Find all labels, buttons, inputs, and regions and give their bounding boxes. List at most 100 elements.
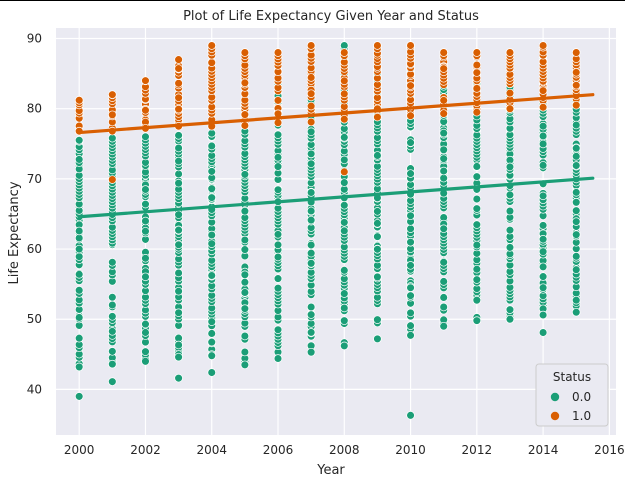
data-point-1.0 <box>141 106 150 115</box>
data-point-1.0 <box>306 101 316 111</box>
data-point-1.0 <box>472 48 482 57</box>
data-point-0.0 <box>174 178 183 188</box>
legend-marker-1 <box>550 411 560 421</box>
data-point-1.0 <box>439 109 448 118</box>
x-tick-label: 2016 <box>594 443 625 457</box>
data-point-1.0 <box>472 68 482 77</box>
data-point-0.0 <box>505 225 515 235</box>
data-point-0.0 <box>306 310 316 319</box>
data-point-0.0 <box>207 317 216 326</box>
data-point-1.0 <box>571 68 581 77</box>
data-point-0.0 <box>439 166 448 176</box>
top-border <box>0 0 625 1</box>
data-point-0.0 <box>406 237 415 247</box>
data-point-0.0 <box>373 219 382 228</box>
legend-marker-0 <box>550 392 560 402</box>
data-point-0.0 <box>141 272 150 282</box>
data-point-0.0 <box>207 337 216 347</box>
x-tick-label: 2012 <box>462 443 493 457</box>
data-point-0.0 <box>174 210 183 219</box>
x-tick-label: 2014 <box>528 443 559 457</box>
data-point-0.0 <box>74 226 84 236</box>
data-point-0.0 <box>207 351 216 360</box>
chart-title: Plot of Life Expectancy Given Year and S… <box>183 9 479 24</box>
data-point-1.0 <box>141 76 150 85</box>
data-point-1.0 <box>273 118 283 127</box>
data-point-0.0 <box>340 226 349 236</box>
data-point-0.0 <box>571 230 581 239</box>
data-point-0.0 <box>273 162 283 171</box>
data-point-0.0 <box>373 315 382 324</box>
data-point-0.0 <box>306 149 316 159</box>
x-tick-labels: 2000 2002 2004 2006 2008 2010 2012 2014 2016 <box>64 443 625 457</box>
data-point-1.0 <box>472 107 482 117</box>
data-point-0.0 <box>306 215 316 225</box>
x-tick-label: 2004 <box>196 443 227 457</box>
data-point-0.0 <box>439 277 448 286</box>
data-point-1.0 <box>406 41 415 50</box>
data-point-0.0 <box>406 291 415 300</box>
data-point-0.0 <box>108 133 117 143</box>
data-point-0.0 <box>174 240 183 249</box>
data-point-0.0 <box>472 194 482 204</box>
data-point-0.0 <box>240 331 250 341</box>
data-point-0.0 <box>74 136 84 145</box>
regression-line-0.0 <box>77 176 595 219</box>
data-point-0.0 <box>141 216 150 226</box>
data-point-1.0 <box>406 81 415 90</box>
data-point-1.0 <box>74 96 84 105</box>
data-point-0.0 <box>174 268 183 278</box>
regression-lines <box>77 93 595 219</box>
data-point-0.0 <box>571 252 581 261</box>
data-point-0.0 <box>472 316 482 325</box>
data-point-0.0 <box>472 275 482 284</box>
data-point-1.0 <box>306 89 316 98</box>
legend-label-0: 0.0 <box>572 390 591 404</box>
data-point-0.0 <box>141 254 150 263</box>
data-point-0.0 <box>108 327 117 336</box>
data-point-1.0 <box>240 78 250 88</box>
data-point-0.0 <box>439 173 448 183</box>
data-point-1.0 <box>240 48 250 57</box>
y-tick-labels: 40 50 60 70 80 90 <box>27 32 42 397</box>
data-point-0.0 <box>306 328 316 337</box>
data-point-0.0 <box>472 172 482 181</box>
data-point-0.0 <box>439 154 448 163</box>
data-point-1.0 <box>340 167 349 177</box>
data-point-0.0 <box>505 314 515 324</box>
data-point-0.0 <box>74 233 84 243</box>
data-point-1.0 <box>207 41 216 50</box>
plot-area <box>56 28 616 435</box>
data-point-1.0 <box>108 175 117 184</box>
data-point-0.0 <box>472 264 482 274</box>
data-point-0.0 <box>141 226 150 236</box>
series-0-points <box>74 41 581 420</box>
data-point-0.0 <box>406 283 415 292</box>
data-point-1.0 <box>306 73 316 82</box>
data-point-1.0 <box>240 121 250 130</box>
data-point-0.0 <box>74 252 84 261</box>
data-point-0.0 <box>472 295 482 305</box>
data-point-0.0 <box>141 319 150 329</box>
data-point-0.0 <box>538 272 548 281</box>
data-point-0.0 <box>240 304 250 313</box>
data-point-0.0 <box>538 310 548 320</box>
data-point-1.0 <box>273 96 283 105</box>
regression-line-1.0 <box>77 93 595 135</box>
data-point-1.0 <box>373 41 382 50</box>
data-point-1.0 <box>340 48 349 57</box>
data-point-0.0 <box>174 340 183 350</box>
x-tick-label: 2006 <box>263 443 294 457</box>
data-point-0.0 <box>74 392 84 401</box>
data-point-0.0 <box>141 328 150 337</box>
data-point-0.0 <box>472 204 482 213</box>
data-point-1.0 <box>472 60 482 70</box>
data-point-0.0 <box>571 217 581 226</box>
data-point-1.0 <box>174 104 183 114</box>
data-point-0.0 <box>472 240 482 250</box>
data-point-1.0 <box>174 93 183 103</box>
data-point-0.0 <box>74 244 84 254</box>
data-point-0.0 <box>207 193 216 202</box>
data-point-0.0 <box>74 362 84 372</box>
